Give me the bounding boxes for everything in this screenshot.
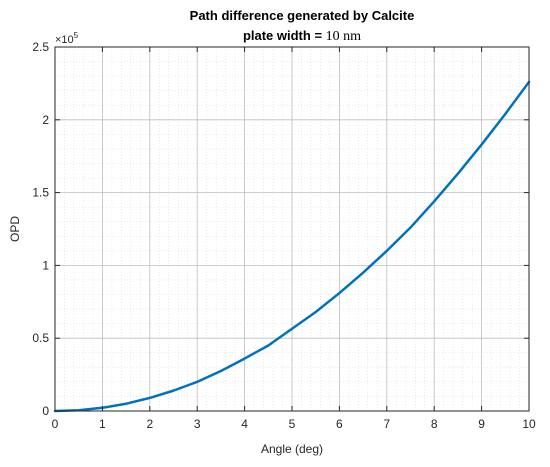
x-tick-label: 5 [289,417,296,431]
x-tick-label: 4 [241,417,248,431]
y-tick-label: 0 [42,404,49,418]
tick-marks [54,46,530,412]
x-tick-label: 7 [383,417,390,431]
x-tick-label: 3 [194,417,201,431]
chart-title-line1: Path difference generated by Calcite [190,8,415,23]
x-axis-label: Angle (deg) [261,442,323,456]
y-tick-label: 2.5 [32,40,49,54]
x-tick-label: 1 [99,417,106,431]
y-axis-exponent: ×105 [55,31,79,46]
x-tick-label: 8 [431,417,438,431]
y-tick-label: 2 [42,113,49,127]
chart-title-value: 10 nm [326,29,362,44]
x-tick-label: 2 [146,417,153,431]
x-tick-labels: 0 1 2 3 4 5 6 7 8 9 10 [52,417,536,431]
series-layer [53,80,531,413]
y-tick-label: 0.5 [32,331,49,345]
chart-title-line2: plate width = 10 nm [243,28,361,44]
y-axis-exponent-power: 5 [74,31,79,40]
x-tick-label: 0 [52,417,59,431]
y-tick-label: 1 [42,258,49,272]
y-tick-label: 1.5 [32,186,49,200]
x-tick-label: 6 [336,417,343,431]
x-tick-label: 10 [522,417,536,431]
y-tick-labels: 0 0.5 1 1.5 2 2.5 [32,40,49,418]
chart-title-prefix: plate width = [243,28,326,43]
y-axis-label: OPD [8,216,22,242]
x-tick-label: 9 [478,417,485,431]
y-axis-exponent-base: ×10 [55,34,74,46]
